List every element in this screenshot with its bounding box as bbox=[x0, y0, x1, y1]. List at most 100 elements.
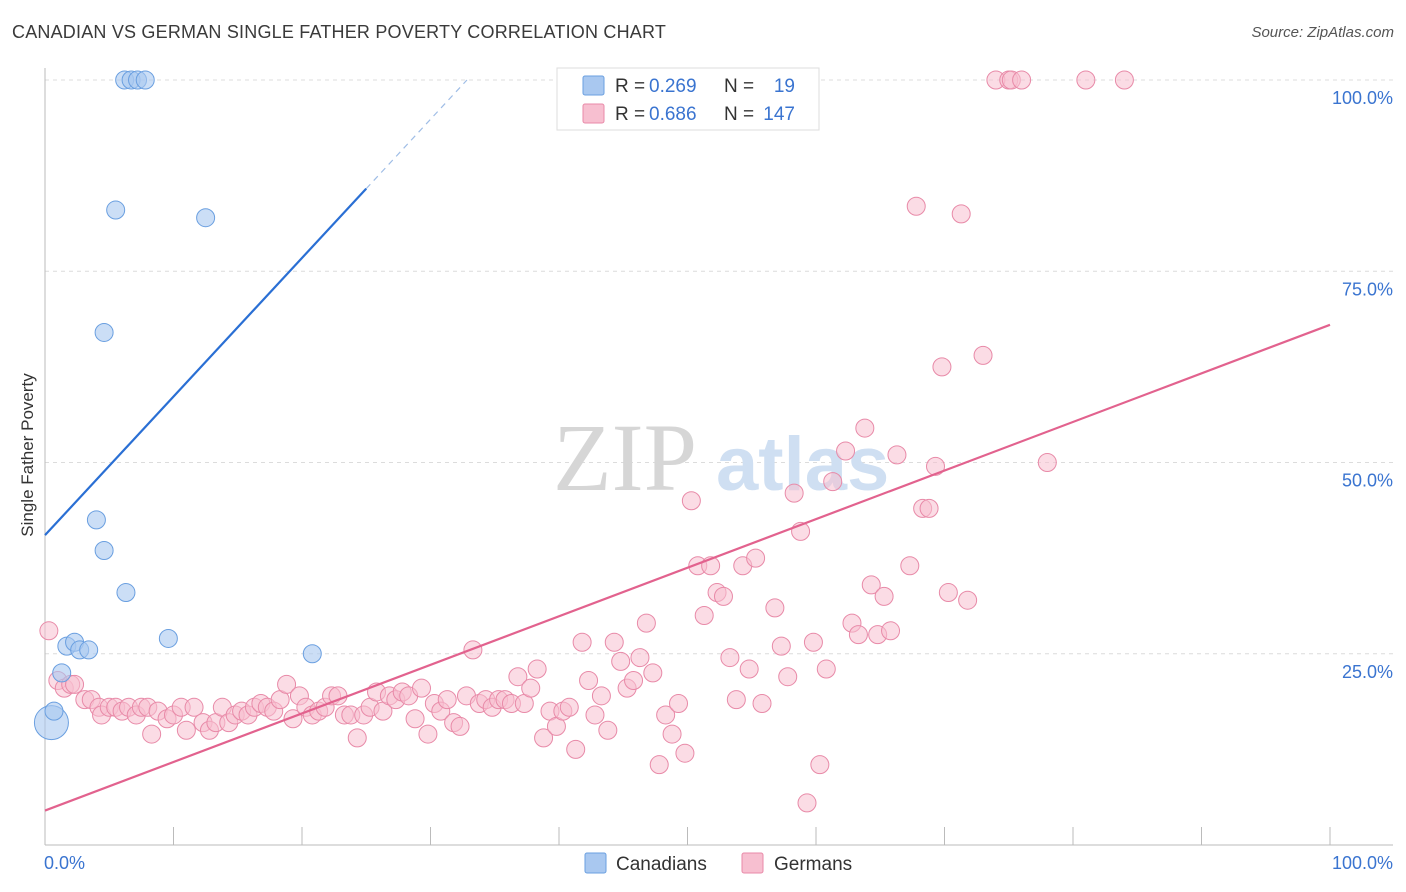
legend-r-label-germans: R = bbox=[615, 104, 645, 125]
germans-point-87 bbox=[604, 632, 624, 652]
trend-lines bbox=[44, 79, 1331, 812]
germans-point-108 bbox=[739, 659, 759, 679]
canadians-point-1 bbox=[44, 701, 64, 721]
germans-point-58 bbox=[418, 724, 438, 744]
germans-point-85 bbox=[591, 686, 611, 706]
y-tick-label-75: 75.0% bbox=[1342, 279, 1393, 299]
canadians-point-9 bbox=[94, 540, 114, 560]
legend-r-label-canadians: R = bbox=[615, 76, 645, 97]
germans-point-109 bbox=[746, 548, 766, 568]
germans-point-61 bbox=[437, 690, 457, 710]
chart-title: CANADIAN VS GERMAN SINGLE FATHER POVERTY… bbox=[12, 22, 667, 42]
germans-point-0 bbox=[39, 621, 59, 641]
y-tick-label-100: 100.0% bbox=[1332, 88, 1393, 108]
germans-point-138 bbox=[958, 590, 978, 610]
germans-point-118 bbox=[810, 755, 830, 775]
germans-point-81 bbox=[566, 739, 586, 759]
germans-point-56 bbox=[405, 709, 425, 729]
germans-point-82 bbox=[572, 632, 592, 652]
germans-point-75 bbox=[527, 659, 547, 679]
germans-point-120 bbox=[823, 472, 843, 492]
germans-points bbox=[39, 70, 1134, 813]
germans-point-128 bbox=[881, 621, 901, 641]
germans-point-80 bbox=[559, 697, 579, 717]
canadians-point-8 bbox=[94, 322, 114, 342]
germans-point-136 bbox=[938, 583, 958, 603]
germans-point-86 bbox=[598, 720, 618, 740]
germans-point-93 bbox=[643, 663, 663, 683]
correlation-legend: R = 0.269 N = 19 R = 0.686 N = 147 bbox=[556, 67, 820, 131]
x-tick-label-max: 100.0% bbox=[1332, 853, 1393, 873]
germans-point-134 bbox=[926, 456, 946, 476]
y-tick-label-25: 25.0% bbox=[1342, 662, 1393, 682]
germans-point-137 bbox=[951, 204, 971, 224]
y-axis-label: Single Father Poverty bbox=[18, 373, 37, 537]
germans-point-106 bbox=[726, 690, 746, 710]
germans-point-4 bbox=[65, 674, 85, 694]
germans-point-124 bbox=[855, 418, 875, 438]
germans-point-91 bbox=[630, 648, 650, 668]
canadians-point-18 bbox=[302, 644, 322, 664]
canadians-trend-line bbox=[44, 187, 368, 536]
canadians-point-17 bbox=[196, 208, 216, 228]
germans-point-21 bbox=[176, 720, 196, 740]
germans-point-47 bbox=[347, 728, 367, 748]
canadians-point-11 bbox=[116, 583, 136, 603]
germans-point-72 bbox=[508, 667, 528, 687]
canadians-point-2 bbox=[52, 663, 72, 683]
germans-point-92 bbox=[636, 613, 656, 633]
germans-point-95 bbox=[656, 705, 676, 725]
y-tick-labels: 25.0% 50.0% 75.0% 100.0% bbox=[1332, 88, 1393, 682]
germans-point-105 bbox=[720, 648, 740, 668]
legend-n-label-germans: N = bbox=[724, 104, 754, 125]
germans-point-74 bbox=[521, 678, 541, 698]
germans-point-112 bbox=[771, 636, 791, 656]
canadians-point-15 bbox=[135, 70, 155, 90]
germans-point-36 bbox=[277, 674, 297, 694]
germans-point-131 bbox=[906, 196, 926, 216]
germans-point-83 bbox=[579, 671, 599, 691]
germans-point-84 bbox=[585, 705, 605, 725]
germans-point-125 bbox=[861, 575, 881, 595]
germans-point-90 bbox=[624, 671, 644, 691]
germans-point-98 bbox=[675, 743, 695, 763]
legend-r-value-canadians: 0.269 bbox=[649, 76, 697, 97]
series-legend: Canadians Germans bbox=[584, 852, 852, 875]
germans-point-111 bbox=[765, 598, 785, 618]
germans-point-57 bbox=[412, 678, 432, 698]
watermark-zip: ZIP bbox=[553, 404, 697, 511]
germans-point-110 bbox=[752, 693, 772, 713]
source-credit: Source: ZipAtlas.com bbox=[1251, 24, 1394, 41]
germans-point-96 bbox=[662, 724, 682, 744]
canadians-points bbox=[33, 70, 322, 741]
canadians-point-7 bbox=[86, 510, 106, 530]
canadians-trend-extension bbox=[365, 79, 468, 190]
legend-n-label-canadians: N = bbox=[724, 76, 754, 97]
germans-point-101 bbox=[694, 606, 714, 625]
germans-point-135 bbox=[932, 357, 952, 377]
germans-point-139 bbox=[973, 345, 993, 365]
germans-point-143 bbox=[1012, 70, 1032, 90]
legend-swatch-germans bbox=[582, 103, 605, 124]
series-label-germans[interactable]: Germans bbox=[774, 854, 852, 875]
germans-point-117 bbox=[803, 632, 823, 652]
legend-n-value-canadians: 19 bbox=[774, 76, 795, 97]
germans-point-123 bbox=[848, 625, 868, 645]
germans-point-113 bbox=[778, 667, 798, 687]
germans-point-88 bbox=[611, 651, 631, 671]
series-swatch-germans[interactable] bbox=[741, 852, 764, 874]
germans-point-22 bbox=[184, 697, 204, 717]
series-swatch-canadians[interactable] bbox=[584, 852, 607, 874]
germans-point-119 bbox=[816, 659, 836, 679]
germans-point-16 bbox=[142, 724, 162, 744]
germans-point-99 bbox=[681, 491, 701, 511]
y-tick-label-50: 50.0% bbox=[1342, 471, 1393, 491]
germans-point-145 bbox=[1076, 70, 1096, 90]
canadians-point-6 bbox=[79, 640, 99, 660]
germans-point-144 bbox=[1037, 453, 1057, 472]
series-label-canadians[interactable]: Canadians bbox=[616, 854, 707, 875]
germans-point-129 bbox=[887, 445, 907, 465]
canadians-point-10 bbox=[106, 200, 126, 220]
legend-n-value-germans: 147 bbox=[763, 104, 795, 125]
